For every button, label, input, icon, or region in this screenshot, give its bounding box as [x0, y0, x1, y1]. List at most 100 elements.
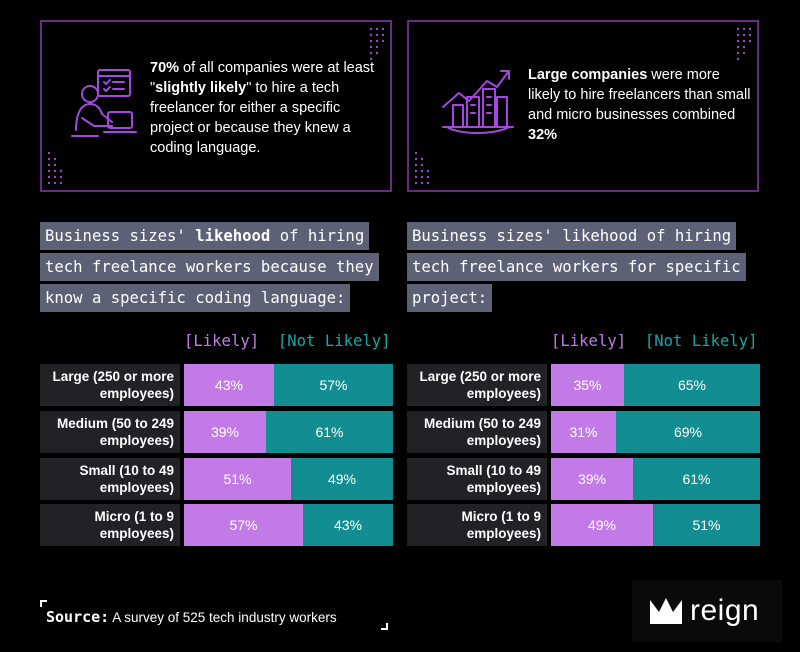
data-label: 35%	[573, 377, 602, 393]
bar-row: Medium (50 to 249 employees) 39% 61%	[40, 411, 393, 453]
bar-likely: 35%	[551, 364, 624, 406]
category-label-text: Micro (1 to 9 employees)	[407, 508, 541, 542]
heading-line-part: Business sizes' likehood of hiring	[412, 227, 732, 245]
bar-row: Micro (1 to 9 employees) 49% 51%	[407, 504, 760, 546]
category-label-line: Large (250 or more	[52, 369, 174, 384]
category-label-line: Medium (50 to 249	[56, 416, 174, 431]
data-label: 39%	[577, 471, 607, 487]
legend-right: [Likely] [Not Likely]	[551, 332, 758, 350]
data-label: 43%	[333, 517, 363, 533]
category-label-line: Micro (1 to 9	[94, 509, 174, 524]
bar-not-likely: 49%	[291, 458, 393, 500]
reign-logo: reign	[632, 580, 782, 642]
category-label: Micro (1 to 9 employees)	[407, 504, 547, 546]
heading-line: Business sizes' likehood of hiring	[407, 222, 737, 250]
category-label: Small (10 to 49 employees)	[40, 458, 180, 500]
data-label: 31%	[569, 424, 598, 440]
category-label: Medium (50 to 249 employees)	[40, 411, 180, 453]
source-note: Source: A survey of 525 tech industry wo…	[40, 600, 388, 630]
heading-line: tech freelance workers for specific	[407, 253, 746, 281]
dot-pattern-bottom	[47, 151, 63, 185]
bar-row: Medium (50 to 249 employees) 31% 69%	[407, 411, 760, 453]
category-label: Large (250 or more employees)	[407, 364, 547, 406]
bar-row: Large (250 or more employees) 35% 65%	[407, 364, 760, 406]
heading-line-part: tech freelance workers because they	[45, 258, 374, 276]
data-label: 57%	[319, 377, 348, 393]
heading-line-part: tech freelance workers for specific	[412, 258, 741, 276]
heading-line: project:	[407, 284, 493, 312]
heading-line: Business sizes' likehood of hiring	[40, 222, 370, 250]
category-label-text: Small (10 to 49 employees)	[407, 462, 541, 496]
bar-not-likely: 65%	[624, 364, 760, 406]
dot-pattern-top	[736, 27, 752, 61]
bracket-corner	[40, 600, 47, 607]
bar-likely: 39%	[551, 458, 633, 500]
category-label-text: Small (10 to 49 employees)	[40, 462, 174, 496]
bar-not-likely: 61%	[266, 411, 393, 453]
data-label: 61%	[682, 471, 711, 487]
category-label-line: employees)	[466, 526, 541, 541]
legend-not-likely: [Not Likely]	[277, 332, 391, 350]
bar-likely: 57%	[184, 504, 303, 546]
category-label-line: Large (250 or more	[419, 369, 541, 384]
category-label-text: Micro (1 to 9 employees)	[40, 508, 174, 542]
data-label: 49%	[587, 517, 617, 533]
category-label-line: employees)	[466, 480, 541, 495]
stat-text-right: Large companies were more likely to hire…	[528, 65, 754, 145]
data-label: 65%	[677, 377, 707, 393]
heading-line-part: project:	[412, 289, 488, 307]
stat-text-left-part: slightly likely	[155, 80, 247, 96]
heading-line-part: know a specific coding language:	[45, 289, 346, 307]
category-label: Micro (1 to 9 employees)	[40, 504, 180, 546]
stat-card-left: 70% of all companies were at least "slig…	[40, 20, 392, 192]
brand-wordmark: reign	[690, 594, 760, 627]
dot-pattern-top	[369, 27, 385, 61]
stat-text-right-part: 32%	[528, 127, 558, 143]
category-label-line: employees)	[99, 386, 174, 401]
bracket-corner	[381, 623, 388, 630]
bar-likely: 31%	[551, 411, 616, 453]
bar-not-likely: 69%	[616, 411, 760, 453]
legend-not-likely: [Not Likely]	[644, 332, 758, 350]
stat-text-right-part: Large companies	[528, 67, 648, 83]
bar-likely: 49%	[551, 504, 653, 546]
category-label-text: Large (250 or more employees)	[407, 368, 541, 402]
bar-row: Micro (1 to 9 employees) 57% 43%	[40, 504, 393, 546]
bar-row: Small (10 to 49 employees) 51% 49%	[40, 458, 393, 500]
stat-text-right-part: were more likely to hire freelancers tha…	[528, 67, 751, 123]
heading-line-part: of hiring	[270, 227, 365, 245]
dot-pattern-bottom	[414, 151, 430, 185]
category-label: Medium (50 to 249 employees)	[407, 411, 547, 453]
heading-line-part: likehood	[195, 227, 271, 245]
data-label: 39%	[210, 424, 240, 440]
stat-text-left-part: of all companies were at least "	[150, 60, 375, 96]
data-label: 61%	[315, 424, 344, 440]
data-label: 51%	[692, 517, 721, 533]
bar-likely: 43%	[184, 364, 274, 406]
bar-likely: 51%	[184, 458, 291, 500]
source-text: A survey of 525 tech industry workers	[112, 610, 337, 625]
category-label-line: employees)	[466, 433, 541, 448]
category-label-line: Small (10 to 49	[79, 463, 174, 478]
bar-not-likely: 51%	[653, 504, 760, 546]
bar-row: Small (10 to 49 employees) 39% 61%	[407, 458, 760, 500]
data-label: 69%	[673, 424, 703, 440]
stat-text-left: 70% of all companies were at least "slig…	[150, 58, 386, 158]
category-label-text: Medium (50 to 249 employees)	[407, 415, 541, 449]
category-label: Small (10 to 49 employees)	[407, 458, 547, 500]
bar-not-likely: 57%	[274, 364, 393, 406]
heading-line: know a specific coding language:	[40, 284, 351, 312]
bar-likely: 39%	[184, 411, 266, 453]
stat-text-left-part: 70%	[150, 60, 180, 76]
category-label-line: Medium (50 to 249	[423, 416, 541, 431]
category-label-line: employees)	[99, 480, 174, 495]
stat-text-left-part: " to hire a tech freelancer for either a…	[150, 80, 351, 156]
category-label-line: employees)	[466, 386, 541, 401]
category-label: Large (250 or more employees)	[40, 364, 180, 406]
heading-line: tech freelance workers because they	[40, 253, 379, 281]
category-label-line: employees)	[99, 433, 174, 448]
data-label: 49%	[327, 471, 357, 487]
legend-left: [Likely] [Not Likely]	[184, 332, 391, 350]
bar-not-likely: 43%	[303, 504, 393, 546]
source-label: Source:	[46, 608, 110, 626]
